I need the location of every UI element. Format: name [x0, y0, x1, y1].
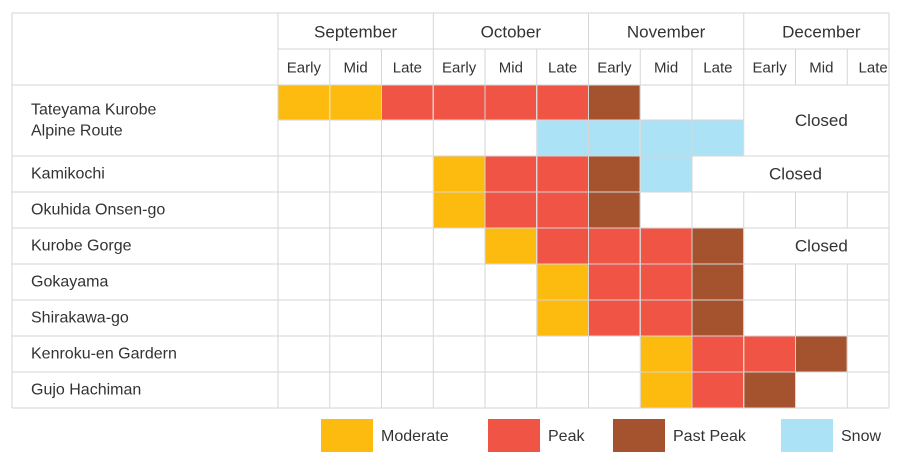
legend-swatch-past-peak	[613, 419, 665, 452]
row-label: Shirakawa-go	[31, 310, 129, 327]
cell-moderate-r0u-col0	[277, 84, 331, 121]
cell-peak-r6-col9	[743, 335, 796, 373]
closed-label: Closed	[795, 237, 848, 256]
legend-label-moderate: Moderate	[381, 428, 449, 445]
cell-peak-r1-col4	[484, 155, 538, 193]
closed-label: Closed	[795, 111, 848, 130]
period-label-mid: Mid	[344, 60, 368, 77]
cell-peak-r3-col7	[639, 227, 693, 265]
cell-moderate-r1-col3	[432, 155, 486, 193]
row-label: Kenroku-en Gardern	[31, 346, 177, 363]
cell-peak-r5-col6	[588, 299, 641, 337]
calendar-labels: September October November December Early Mid…	[31, 23, 888, 399]
cell-peak-r7-col8	[691, 371, 745, 409]
cell-snow-r0l-col6	[588, 119, 641, 157]
cell-peak-r3-col5	[536, 227, 589, 265]
period-label-late: Late	[703, 60, 732, 77]
month-label-december: December	[782, 23, 861, 42]
cell-peak-r1-col5	[536, 155, 589, 193]
cell-peak-r0u-col4	[484, 84, 538, 121]
cell-snow-r1-col7	[639, 155, 693, 193]
cell-snow-r0l-col7	[639, 119, 693, 157]
cell-peak-r3-col6	[588, 227, 641, 265]
cell-peak-r2-col4	[484, 191, 538, 229]
period-label-mid: Mid	[654, 60, 678, 77]
row-label: Okuhida Onsen-go	[31, 202, 165, 219]
period-label-early: Early	[442, 60, 477, 77]
cell-moderate-r2-col3	[432, 191, 486, 229]
legend-swatch-peak	[488, 419, 540, 452]
period-label-late: Late	[393, 60, 422, 77]
period-label-early: Early	[287, 60, 322, 77]
cell-moderate-r6-col7	[639, 335, 693, 373]
row-label: Gokayama	[31, 274, 108, 291]
cell-peak-r2-col5	[536, 191, 589, 229]
row-label: Tateyama Kurobe	[31, 102, 157, 119]
cell-past-peak-r3-col8	[691, 227, 745, 265]
cell-peak-r6-col8	[691, 335, 745, 373]
period-label-early: Early	[753, 60, 788, 77]
period-label-mid: Mid	[809, 60, 833, 77]
month-label-october: October	[481, 23, 542, 42]
cell-peak-r5-col7	[639, 299, 693, 337]
period-label-early: Early	[597, 60, 632, 77]
legend-swatch-moderate	[321, 419, 373, 452]
cell-moderate-r5-col5	[536, 299, 589, 337]
period-label-late: Late	[548, 60, 577, 77]
cell-snow-r0l-col8	[691, 119, 745, 157]
period-label-late: Late	[859, 60, 888, 77]
closed-label: Closed	[769, 165, 822, 184]
cell-peak-r0u-col3	[432, 84, 486, 121]
month-label-november: November	[627, 23, 706, 42]
cell-past-peak-r4-col8	[691, 263, 745, 301]
row-label: Kamikochi	[31, 166, 105, 183]
cell-peak-r0u-col2	[381, 84, 434, 121]
cell-past-peak-r5-col8	[691, 299, 745, 337]
cell-moderate-r3-col4	[484, 227, 538, 265]
cell-past-peak-r2-col6	[588, 191, 641, 229]
cell-past-peak-r6-col10	[795, 335, 848, 373]
legend-label-peak: Peak	[548, 428, 585, 445]
cell-peak-r4-col7	[639, 263, 693, 301]
legend-swatch-snow	[781, 419, 833, 452]
row-label: Alpine Route	[31, 123, 123, 140]
calendar-grid	[11, 12, 890, 409]
calendar-cells	[277, 84, 848, 409]
row-label: Kurobe Gorge	[31, 238, 132, 255]
cell-past-peak-r7-col9	[743, 371, 796, 409]
cell-moderate-r0u-col1	[329, 84, 382, 121]
legend: Moderate Peak Past Peak Snow	[321, 419, 881, 452]
cell-past-peak-r0u-col6	[588, 84, 641, 121]
month-label-september: September	[314, 23, 397, 42]
cell-moderate-r7-col7	[639, 371, 693, 409]
legend-label-snow: Snow	[841, 428, 881, 445]
cell-snow-r0l-col5	[536, 119, 589, 157]
row-label: Gujo Hachiman	[31, 382, 141, 399]
period-label-mid: Mid	[499, 60, 523, 77]
cell-moderate-r4-col5	[536, 263, 589, 301]
cell-peak-r0u-col5	[536, 84, 589, 121]
cell-past-peak-r1-col6	[588, 155, 641, 193]
cell-peak-r4-col6	[588, 263, 641, 301]
legend-label-past-peak: Past Peak	[673, 428, 747, 445]
